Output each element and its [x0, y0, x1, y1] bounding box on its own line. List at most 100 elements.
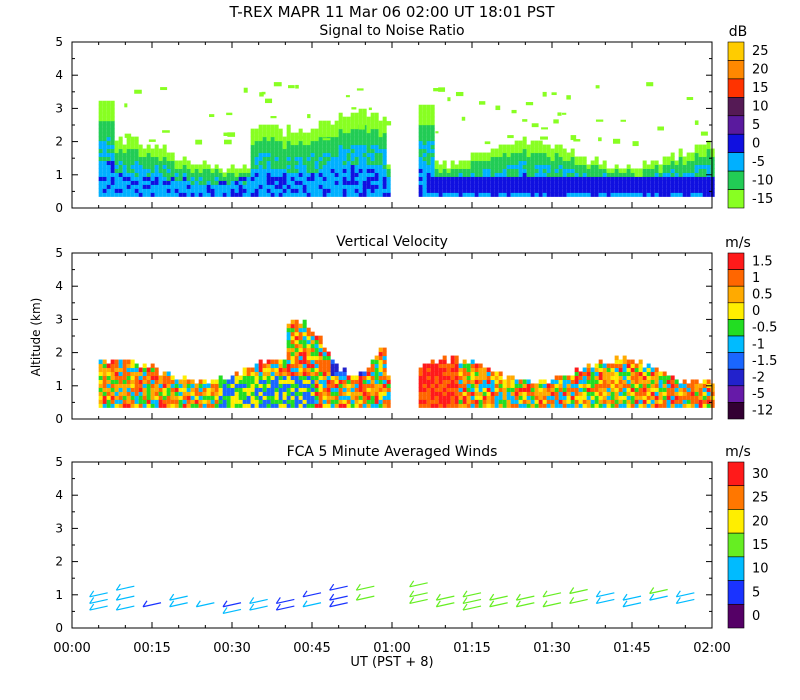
vv-cell [314, 343, 319, 349]
snr-cell [290, 132, 295, 138]
vv-cell [306, 359, 311, 365]
vv-cell [290, 319, 295, 325]
snr-cell [702, 172, 707, 177]
vv-cell [142, 387, 147, 392]
x-tick-label: 00:00 [53, 641, 90, 656]
vv-cell [446, 399, 451, 404]
snr-cell [430, 176, 435, 181]
snr-cell [122, 176, 127, 181]
vv-cell [470, 395, 475, 400]
snr-cell [222, 172, 227, 177]
vv-cell [470, 367, 475, 373]
vv-cell [154, 395, 159, 400]
snr-cell [158, 188, 163, 193]
vv-cell [366, 387, 371, 392]
vv-cell [542, 395, 547, 400]
vv-cell [182, 375, 187, 380]
snr-cell [554, 168, 559, 173]
snr-cell [550, 168, 555, 173]
snr-cell [354, 148, 359, 154]
snr-cell [426, 116, 431, 122]
snr-cell [494, 156, 499, 162]
snr-cell [258, 156, 263, 162]
vv-cell [378, 359, 383, 365]
snr-cell [238, 172, 243, 177]
snr-cell [498, 180, 503, 185]
snr-cell [458, 168, 463, 173]
vv-cell [334, 367, 339, 373]
vv-cell [294, 383, 299, 388]
vv-cell [110, 379, 115, 384]
snr-cell [370, 152, 375, 158]
snr-cell [282, 172, 287, 177]
vv-cell [650, 403, 655, 408]
snr-cell [102, 140, 107, 146]
snr-cell [586, 192, 591, 197]
snr-cell [678, 176, 683, 181]
vv-cell [146, 403, 151, 408]
snr-cell [554, 176, 559, 181]
vv-cell [650, 399, 655, 404]
vv-cell [614, 391, 619, 396]
vv-cell [426, 363, 431, 369]
x-tick-label: 00:45 [293, 641, 330, 656]
snr-cell [106, 108, 111, 114]
vv-cell [662, 395, 667, 400]
snr-cell [454, 184, 459, 189]
snr-cell [202, 172, 207, 177]
snr-cell [266, 152, 271, 158]
vv-cell [302, 339, 307, 345]
vv-cell [106, 399, 111, 404]
vv-cell [226, 387, 231, 392]
vv-cell [302, 371, 307, 377]
vv-cell [234, 371, 239, 377]
vv-cell [170, 395, 175, 400]
vv-cell [202, 387, 207, 392]
snr-cell [194, 164, 199, 169]
vv-cell [618, 387, 623, 392]
snr-cell [346, 184, 351, 189]
wind-barb-shaft [302, 592, 322, 598]
snr-cell [418, 104, 423, 110]
vv-cell [610, 363, 615, 369]
snr-cell [634, 168, 639, 173]
vv-cell [242, 371, 247, 377]
snr-cell [466, 160, 471, 166]
vv-cell [618, 391, 623, 396]
snr-cell [518, 172, 523, 177]
snr-cell [630, 176, 635, 181]
colorbar-swatch [727, 335, 745, 353]
wind-barb-shaft [516, 595, 535, 601]
snr-cell [270, 132, 275, 138]
vv-cell [154, 387, 159, 392]
snr-cell [134, 152, 139, 158]
snr-cell [310, 128, 315, 134]
vv-cell [278, 359, 283, 365]
vv-cell [458, 391, 463, 396]
vv-cell [362, 403, 367, 408]
snr-cell [346, 136, 351, 142]
vv-cell [330, 367, 335, 373]
vv-cell [634, 367, 639, 373]
snr-cell [190, 188, 195, 193]
vv-cell [638, 387, 643, 392]
vv-cell [530, 399, 535, 404]
snr-cell [198, 176, 203, 181]
snr-cell [478, 184, 483, 189]
vv-cell [378, 383, 383, 388]
snr-cell [430, 180, 435, 185]
snr-cell [550, 184, 555, 189]
wind-barb [169, 593, 188, 601]
y-tick-label: 0 [55, 201, 63, 215]
snr-cell [494, 152, 499, 158]
snr-cell [98, 148, 103, 154]
snr-cell [474, 184, 479, 189]
wind-barb-shaft [356, 585, 375, 591]
vv-cell [214, 379, 219, 384]
colorbar-swatch [727, 41, 745, 61]
snr-cell [566, 156, 571, 162]
snr-cell [209, 114, 215, 118]
snr-cell [288, 85, 295, 89]
vv-cell [582, 395, 587, 400]
y-tick-label: 0 [55, 621, 63, 635]
